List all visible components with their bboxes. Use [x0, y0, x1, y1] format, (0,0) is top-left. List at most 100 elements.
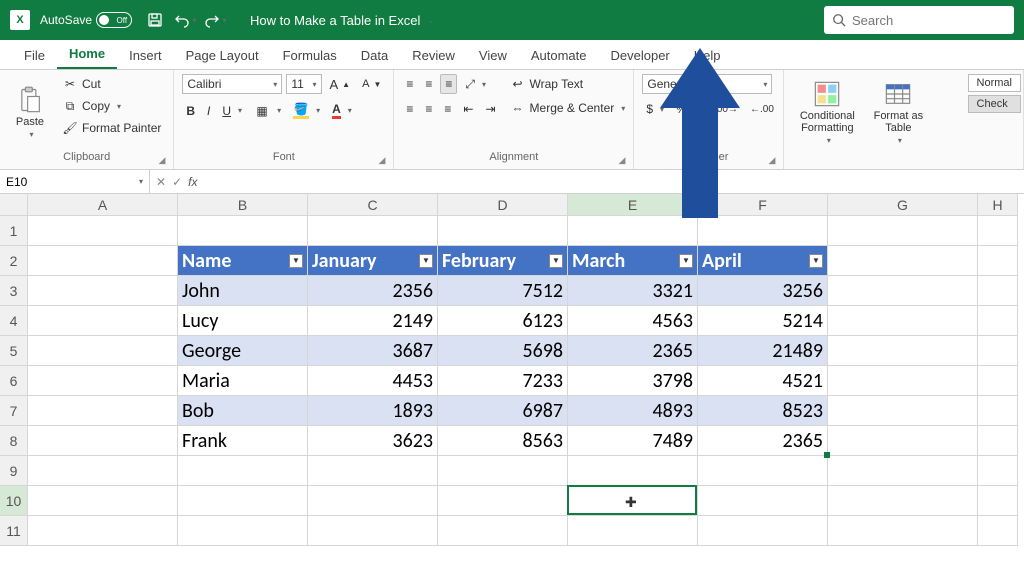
cell-A5[interactable] — [28, 336, 178, 366]
tab-page-layout[interactable]: Page Layout — [174, 42, 271, 69]
align-bottom-icon[interactable]: ≡ — [440, 74, 457, 94]
cell-A6[interactable] — [28, 366, 178, 396]
cell-C7[interactable]: 1893 — [308, 396, 438, 426]
filter-dropdown-icon[interactable]: ▼ — [289, 254, 303, 268]
fx-icon[interactable]: fx — [188, 175, 197, 189]
tab-data[interactable]: Data — [349, 42, 400, 69]
row-header-9[interactable]: 9 — [0, 456, 28, 486]
row-header-3[interactable]: 3 — [0, 276, 28, 306]
font-launcher-icon[interactable]: ◢ — [378, 155, 385, 166]
align-left-icon[interactable]: ≡ — [402, 100, 417, 118]
cell-F6[interactable]: 4521 — [698, 366, 828, 396]
cell-E4[interactable]: 4563 — [568, 306, 698, 336]
cell-D3[interactable]: 7512 — [438, 276, 568, 306]
cell-F8[interactable]: 2365 — [698, 426, 828, 456]
cell-H5[interactable] — [978, 336, 1018, 366]
style-check[interactable]: Check — [968, 95, 1021, 113]
document-title[interactable]: How to Make a Table in Excel ⌄ — [250, 13, 434, 28]
tab-insert[interactable]: Insert — [117, 42, 174, 69]
col-header-G[interactable]: G — [828, 194, 978, 216]
fill-color-button[interactable]: 🪣▾ — [289, 101, 324, 121]
row-header-4[interactable]: 4 — [0, 306, 28, 336]
search-box[interactable] — [824, 6, 1014, 34]
cell-B1[interactable] — [178, 216, 308, 246]
wrap-text-button[interactable]: ↩ Wrap Text — [506, 74, 630, 94]
cell-D8[interactable]: 8563 — [438, 426, 568, 456]
cell-C2[interactable]: January▼ — [308, 246, 438, 276]
merge-center-button[interactable]: ⇔ Merge & Center▾ — [506, 98, 630, 118]
cell-D6[interactable]: 7233 — [438, 366, 568, 396]
increase-font-icon[interactable]: A▲ — [326, 75, 355, 94]
tab-automate[interactable]: Automate — [519, 42, 599, 69]
cell-B4[interactable]: Lucy — [178, 306, 308, 336]
col-header-H[interactable]: H — [978, 194, 1018, 216]
row-header-2[interactable]: 2 — [0, 246, 28, 276]
col-header-B[interactable]: B — [178, 194, 308, 216]
tab-review[interactable]: Review — [400, 42, 467, 69]
row-header-8[interactable]: 8 — [0, 426, 28, 456]
row-header-5[interactable]: 5 — [0, 336, 28, 366]
cell-A10[interactable] — [28, 486, 178, 516]
name-box[interactable]: E10▾ — [0, 170, 150, 193]
cell-C8[interactable]: 3623 — [308, 426, 438, 456]
tab-developer[interactable]: Developer — [599, 42, 682, 69]
comma-icon[interactable]: , — [695, 100, 706, 118]
cell-E10[interactable] — [568, 486, 698, 516]
cell-G5[interactable] — [828, 336, 978, 366]
filter-dropdown-icon[interactable]: ▼ — [419, 254, 433, 268]
cell-D11[interactable] — [438, 516, 568, 546]
formula-input[interactable] — [203, 170, 1024, 193]
cell-E1[interactable] — [568, 216, 698, 246]
alignment-launcher-icon[interactable]: ◢ — [618, 155, 625, 166]
cell-H8[interactable] — [978, 426, 1018, 456]
decrease-font-icon[interactable]: A▼ — [358, 76, 385, 92]
cell-G2[interactable] — [828, 246, 978, 276]
font-color-button[interactable]: A▾ — [328, 100, 356, 121]
cell-E6[interactable]: 3798 — [568, 366, 698, 396]
cell-C4[interactable]: 2149 — [308, 306, 438, 336]
row-header-7[interactable]: 7 — [0, 396, 28, 426]
undo-icon[interactable]: ▾ — [173, 8, 197, 32]
cell-F3[interactable]: 3256 — [698, 276, 828, 306]
underline-button[interactable]: U▾ — [218, 102, 246, 120]
cell-F4[interactable]: 5214 — [698, 306, 828, 336]
cell-F7[interactable]: 8523 — [698, 396, 828, 426]
cell-H9[interactable] — [978, 456, 1018, 486]
cell-D5[interactable]: 5698 — [438, 336, 568, 366]
cell-G4[interactable] — [828, 306, 978, 336]
cell-A7[interactable] — [28, 396, 178, 426]
cell-D4[interactable]: 6123 — [438, 306, 568, 336]
align-middle-icon[interactable]: ≡ — [421, 75, 436, 93]
cell-B7[interactable]: Bob — [178, 396, 308, 426]
cell-C5[interactable]: 3687 — [308, 336, 438, 366]
cell-E8[interactable]: 7489 — [568, 426, 698, 456]
cell-A4[interactable] — [28, 306, 178, 336]
currency-icon[interactable]: $▾ — [642, 100, 668, 118]
col-header-E[interactable]: E — [568, 194, 698, 216]
cell-C10[interactable] — [308, 486, 438, 516]
number-launcher-icon[interactable]: ◢ — [768, 155, 775, 166]
cell-G10[interactable] — [828, 486, 978, 516]
redo-icon[interactable]: ▾ — [203, 8, 227, 32]
cell-C9[interactable] — [308, 456, 438, 486]
row-header-10[interactable]: 10 — [0, 486, 28, 516]
font-size-select[interactable]: 11▾ — [286, 74, 321, 94]
cell-C1[interactable] — [308, 216, 438, 246]
cell-E9[interactable] — [568, 456, 698, 486]
bold-button[interactable]: B — [182, 102, 199, 120]
cell-H7[interactable] — [978, 396, 1018, 426]
filter-dropdown-icon[interactable]: ▼ — [549, 254, 563, 268]
autosave-toggle[interactable]: AutoSave Off — [40, 12, 132, 28]
row-header-11[interactable]: 11 — [0, 516, 28, 546]
cell-A1[interactable] — [28, 216, 178, 246]
search-input[interactable] — [852, 13, 992, 28]
save-icon[interactable] — [143, 8, 167, 32]
worksheet-grid[interactable]: ABCDEFGH12Name▼January▼February▼March▼Ap… — [0, 194, 1024, 546]
cell-G6[interactable] — [828, 366, 978, 396]
cell-B6[interactable]: Maria — [178, 366, 308, 396]
enter-icon[interactable]: ✓ — [172, 175, 182, 189]
cell-B2[interactable]: Name▼ — [178, 246, 308, 276]
filter-dropdown-icon[interactable]: ▼ — [809, 254, 823, 268]
cell-H3[interactable] — [978, 276, 1018, 306]
borders-button[interactable]: ▦▾ — [250, 101, 285, 121]
